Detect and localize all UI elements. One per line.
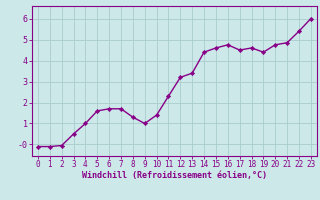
X-axis label: Windchill (Refroidissement éolien,°C): Windchill (Refroidissement éolien,°C) [82, 171, 267, 180]
